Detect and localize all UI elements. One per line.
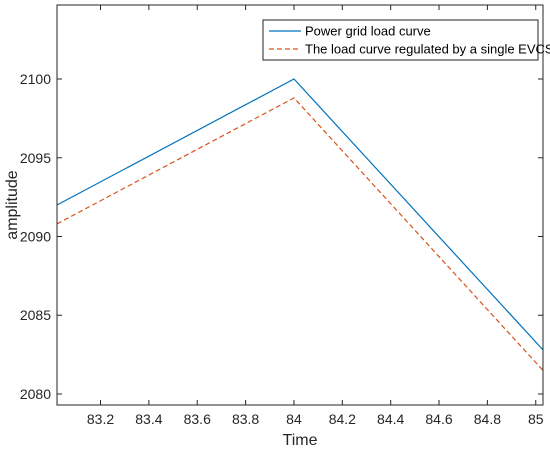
- x-tick-label: 83.4: [135, 411, 162, 427]
- x-tick-label: 84.6: [425, 411, 452, 427]
- y-axis-label: amplitude: [4, 170, 21, 239]
- plot-frame: [56, 4, 544, 406]
- y-tick-label: 2085: [20, 307, 51, 323]
- x-axis-label: Time: [283, 432, 318, 449]
- series-layer: [56, 78, 544, 371]
- y-tick-label: 2080: [20, 386, 51, 402]
- series-line-power-grid: [56, 78, 544, 351]
- x-tick-label: 85: [528, 411, 544, 427]
- x-tick-label: 83.8: [232, 411, 259, 427]
- x-tick-label: 84: [286, 411, 302, 427]
- y-tick-label: 2100: [20, 71, 51, 87]
- y-tick-label: 2095: [20, 150, 51, 166]
- series-line-evcs: [56, 97, 544, 371]
- ticks-layer: 83.2 83.4 83.6 83.8 84 84.2 84.4 84.6 84.8 85 2080…: [20, 5, 544, 427]
- legend: Power grid load curve The load curve reg…: [262, 19, 550, 61]
- x-tick-label: 83.6: [184, 411, 211, 427]
- x-tick-label: 83.2: [87, 411, 114, 427]
- x-tick-label: 84.2: [329, 411, 356, 427]
- legend-label-power-grid: Power grid load curve: [305, 24, 431, 39]
- x-tick-label: 84.8: [474, 411, 501, 427]
- legend-label-evcs: The load curve regulated by a single EVC…: [305, 42, 550, 57]
- legend-box: [262, 19, 539, 61]
- x-tick-label: 84.4: [377, 411, 404, 427]
- y-tick-label: 2090: [20, 228, 51, 244]
